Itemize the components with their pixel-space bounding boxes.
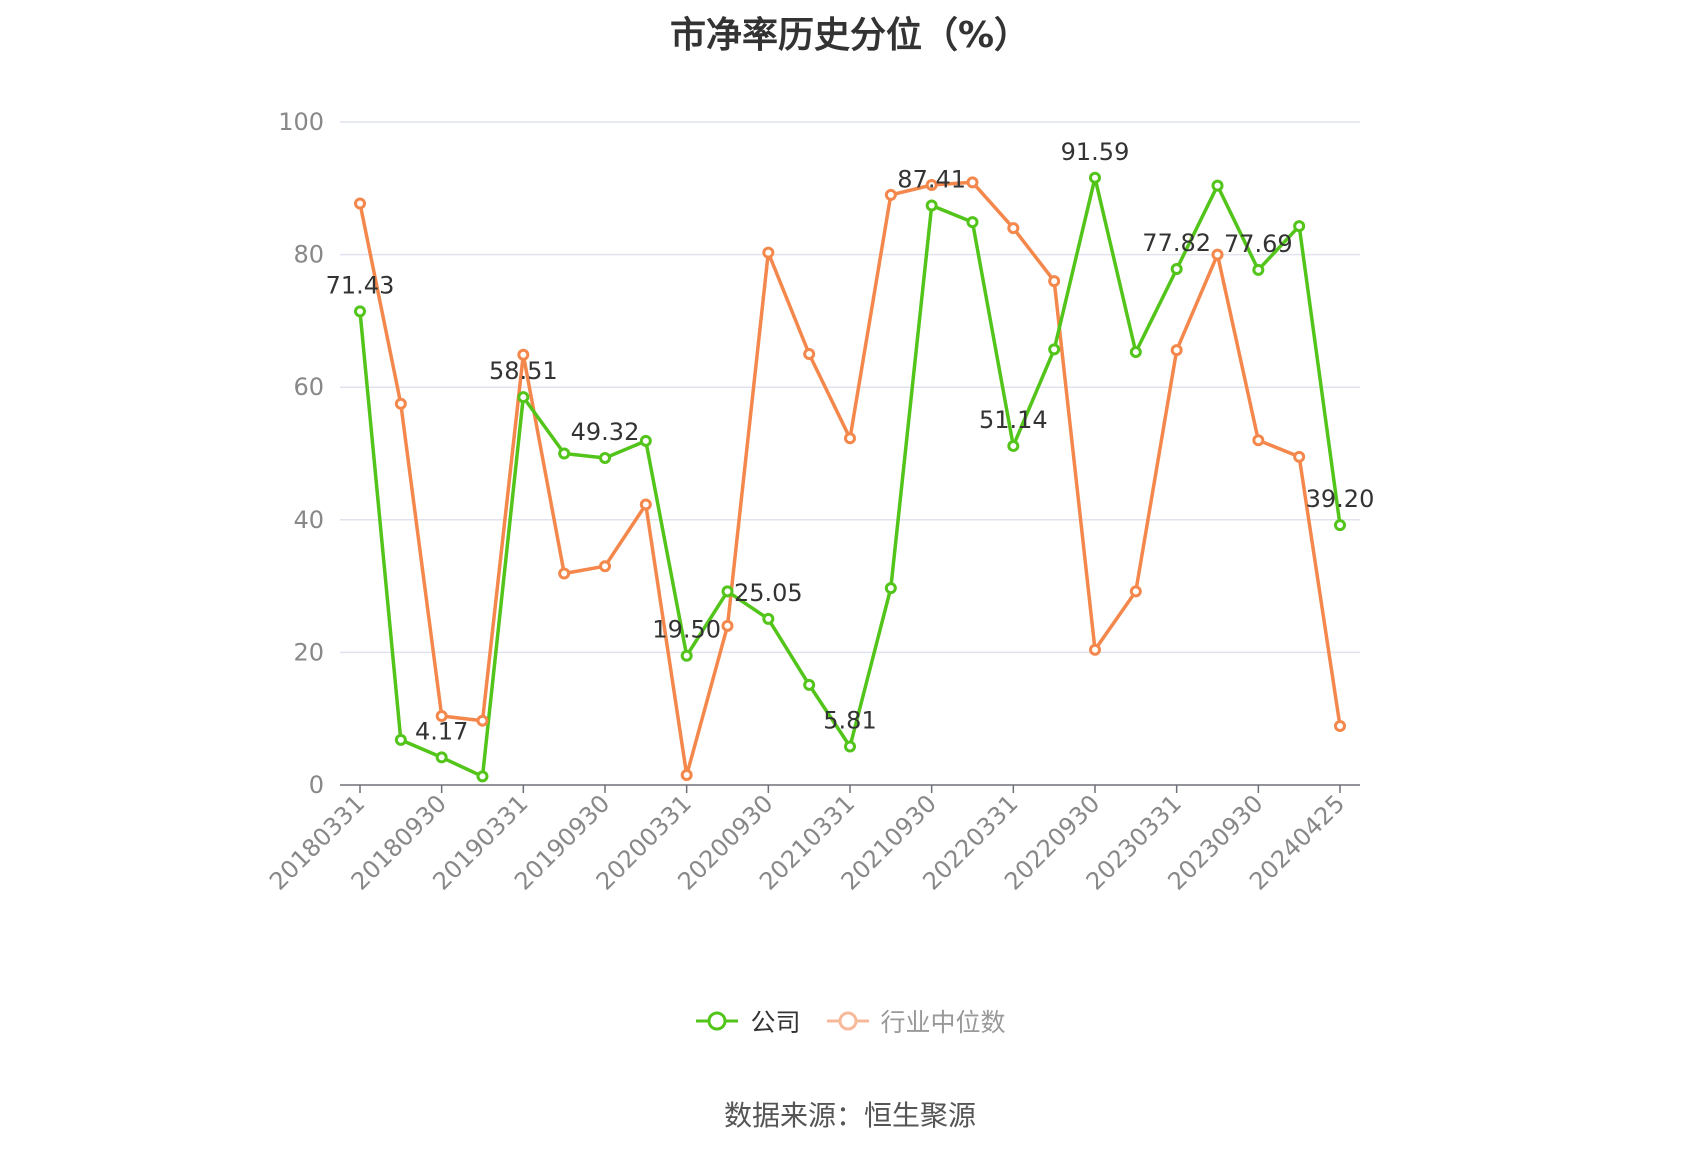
- data-point[interactable]: [721, 585, 734, 598]
- data-label: 49.32: [571, 418, 640, 446]
- data-point[interactable]: [354, 305, 366, 318]
- data-label: 51.14: [979, 406, 1048, 434]
- data-point[interactable]: [844, 432, 856, 445]
- data-point[interactable]: [354, 197, 366, 210]
- data-point[interactable]: [925, 178, 938, 191]
- data-source: 数据来源：恒生聚源: [723, 1099, 976, 1132]
- data-point[interactable]: [1089, 171, 1101, 184]
- data-point[interactable]: [1048, 275, 1061, 288]
- data-point[interactable]: [1293, 220, 1306, 233]
- y-tick-label: 80: [293, 241, 324, 269]
- data-label: 87.41: [897, 165, 966, 193]
- data-point[interactable]: [803, 678, 816, 691]
- data-point[interactable]: [1293, 450, 1306, 463]
- y-tick-label: 60: [293, 373, 324, 401]
- data-point[interactable]: [925, 199, 938, 212]
- data-point[interactable]: [599, 560, 611, 573]
- legend-item-company[interactable]: 公司: [694, 1003, 801, 1039]
- data-point[interactable]: [394, 733, 407, 746]
- data-point[interactable]: [1252, 263, 1265, 276]
- data-label: 91.59: [1061, 138, 1130, 166]
- y-tick-label: 100: [278, 108, 324, 136]
- legend-item-industry-median[interactable]: 行业中位数: [825, 1003, 1006, 1039]
- data-point[interactable]: [476, 714, 489, 727]
- series-line-0: [358, 176, 1342, 779]
- data-point[interactable]: [680, 649, 693, 662]
- data-label: 25.05: [734, 579, 803, 607]
- data-point[interactable]: [517, 391, 530, 404]
- data-point[interactable]: [884, 188, 897, 201]
- data-point[interactable]: [762, 246, 775, 259]
- y-tick-label: 0: [309, 771, 324, 799]
- legend-marker-industry-median: [826, 1011, 869, 1031]
- data-point[interactable]: [1334, 719, 1346, 732]
- data-point[interactable]: [558, 447, 571, 460]
- y-tick-label: 20: [293, 638, 324, 666]
- data-point[interactable]: [1007, 222, 1020, 235]
- data-label: 77.69: [1224, 230, 1293, 258]
- data-point[interactable]: [1129, 585, 1142, 598]
- data-point[interactable]: [721, 619, 734, 632]
- data-point[interactable]: [435, 710, 448, 723]
- data-point[interactable]: [435, 751, 448, 764]
- data-point[interactable]: [1334, 519, 1346, 532]
- data-point[interactable]: [1007, 439, 1020, 452]
- data-label: 77.82: [1142, 229, 1211, 257]
- data-point[interactable]: [680, 769, 693, 782]
- data-point[interactable]: [476, 770, 489, 783]
- data-label: 39.20: [1306, 485, 1375, 513]
- data-label: 4.17: [415, 717, 468, 745]
- data-label: 19.50: [652, 616, 721, 644]
- data-point[interactable]: [639, 498, 652, 511]
- data-point[interactable]: [966, 176, 979, 189]
- chart-legend: 公司 行业中位数: [0, 1003, 1700, 1039]
- data-point[interactable]: [1211, 179, 1224, 192]
- legend-label-industry-median: 行业中位数: [880, 1008, 1006, 1037]
- data-point[interactable]: [1252, 434, 1265, 447]
- data-point[interactable]: [517, 348, 530, 361]
- chart-title: 市净率历史分位（%）: [669, 15, 1031, 56]
- data-point[interactable]: [558, 567, 571, 580]
- data-point[interactable]: [394, 397, 407, 410]
- data-label: 5.81: [823, 706, 876, 734]
- series-line-1: [358, 180, 1342, 777]
- data-point[interactable]: [599, 452, 611, 465]
- data-point[interactable]: [844, 740, 856, 753]
- legend-marker-company: [696, 1011, 739, 1031]
- data-label: 71.43: [326, 271, 395, 299]
- data-point[interactable]: [966, 216, 979, 229]
- data-point[interactable]: [884, 582, 897, 595]
- data-point[interactable]: [1048, 343, 1061, 356]
- data-point[interactable]: [1089, 643, 1101, 656]
- data-point[interactable]: [1170, 344, 1183, 357]
- data-point[interactable]: [762, 612, 775, 625]
- data-point[interactable]: [639, 434, 652, 447]
- data-point[interactable]: [1211, 248, 1224, 261]
- data-point[interactable]: [1170, 263, 1183, 276]
- legend-label-company: 公司: [750, 1008, 801, 1037]
- y-tick-label: 40: [293, 506, 324, 534]
- data-label: 58.51: [489, 357, 558, 385]
- data-point[interactable]: [1129, 346, 1142, 359]
- data-point[interactable]: [803, 348, 816, 361]
